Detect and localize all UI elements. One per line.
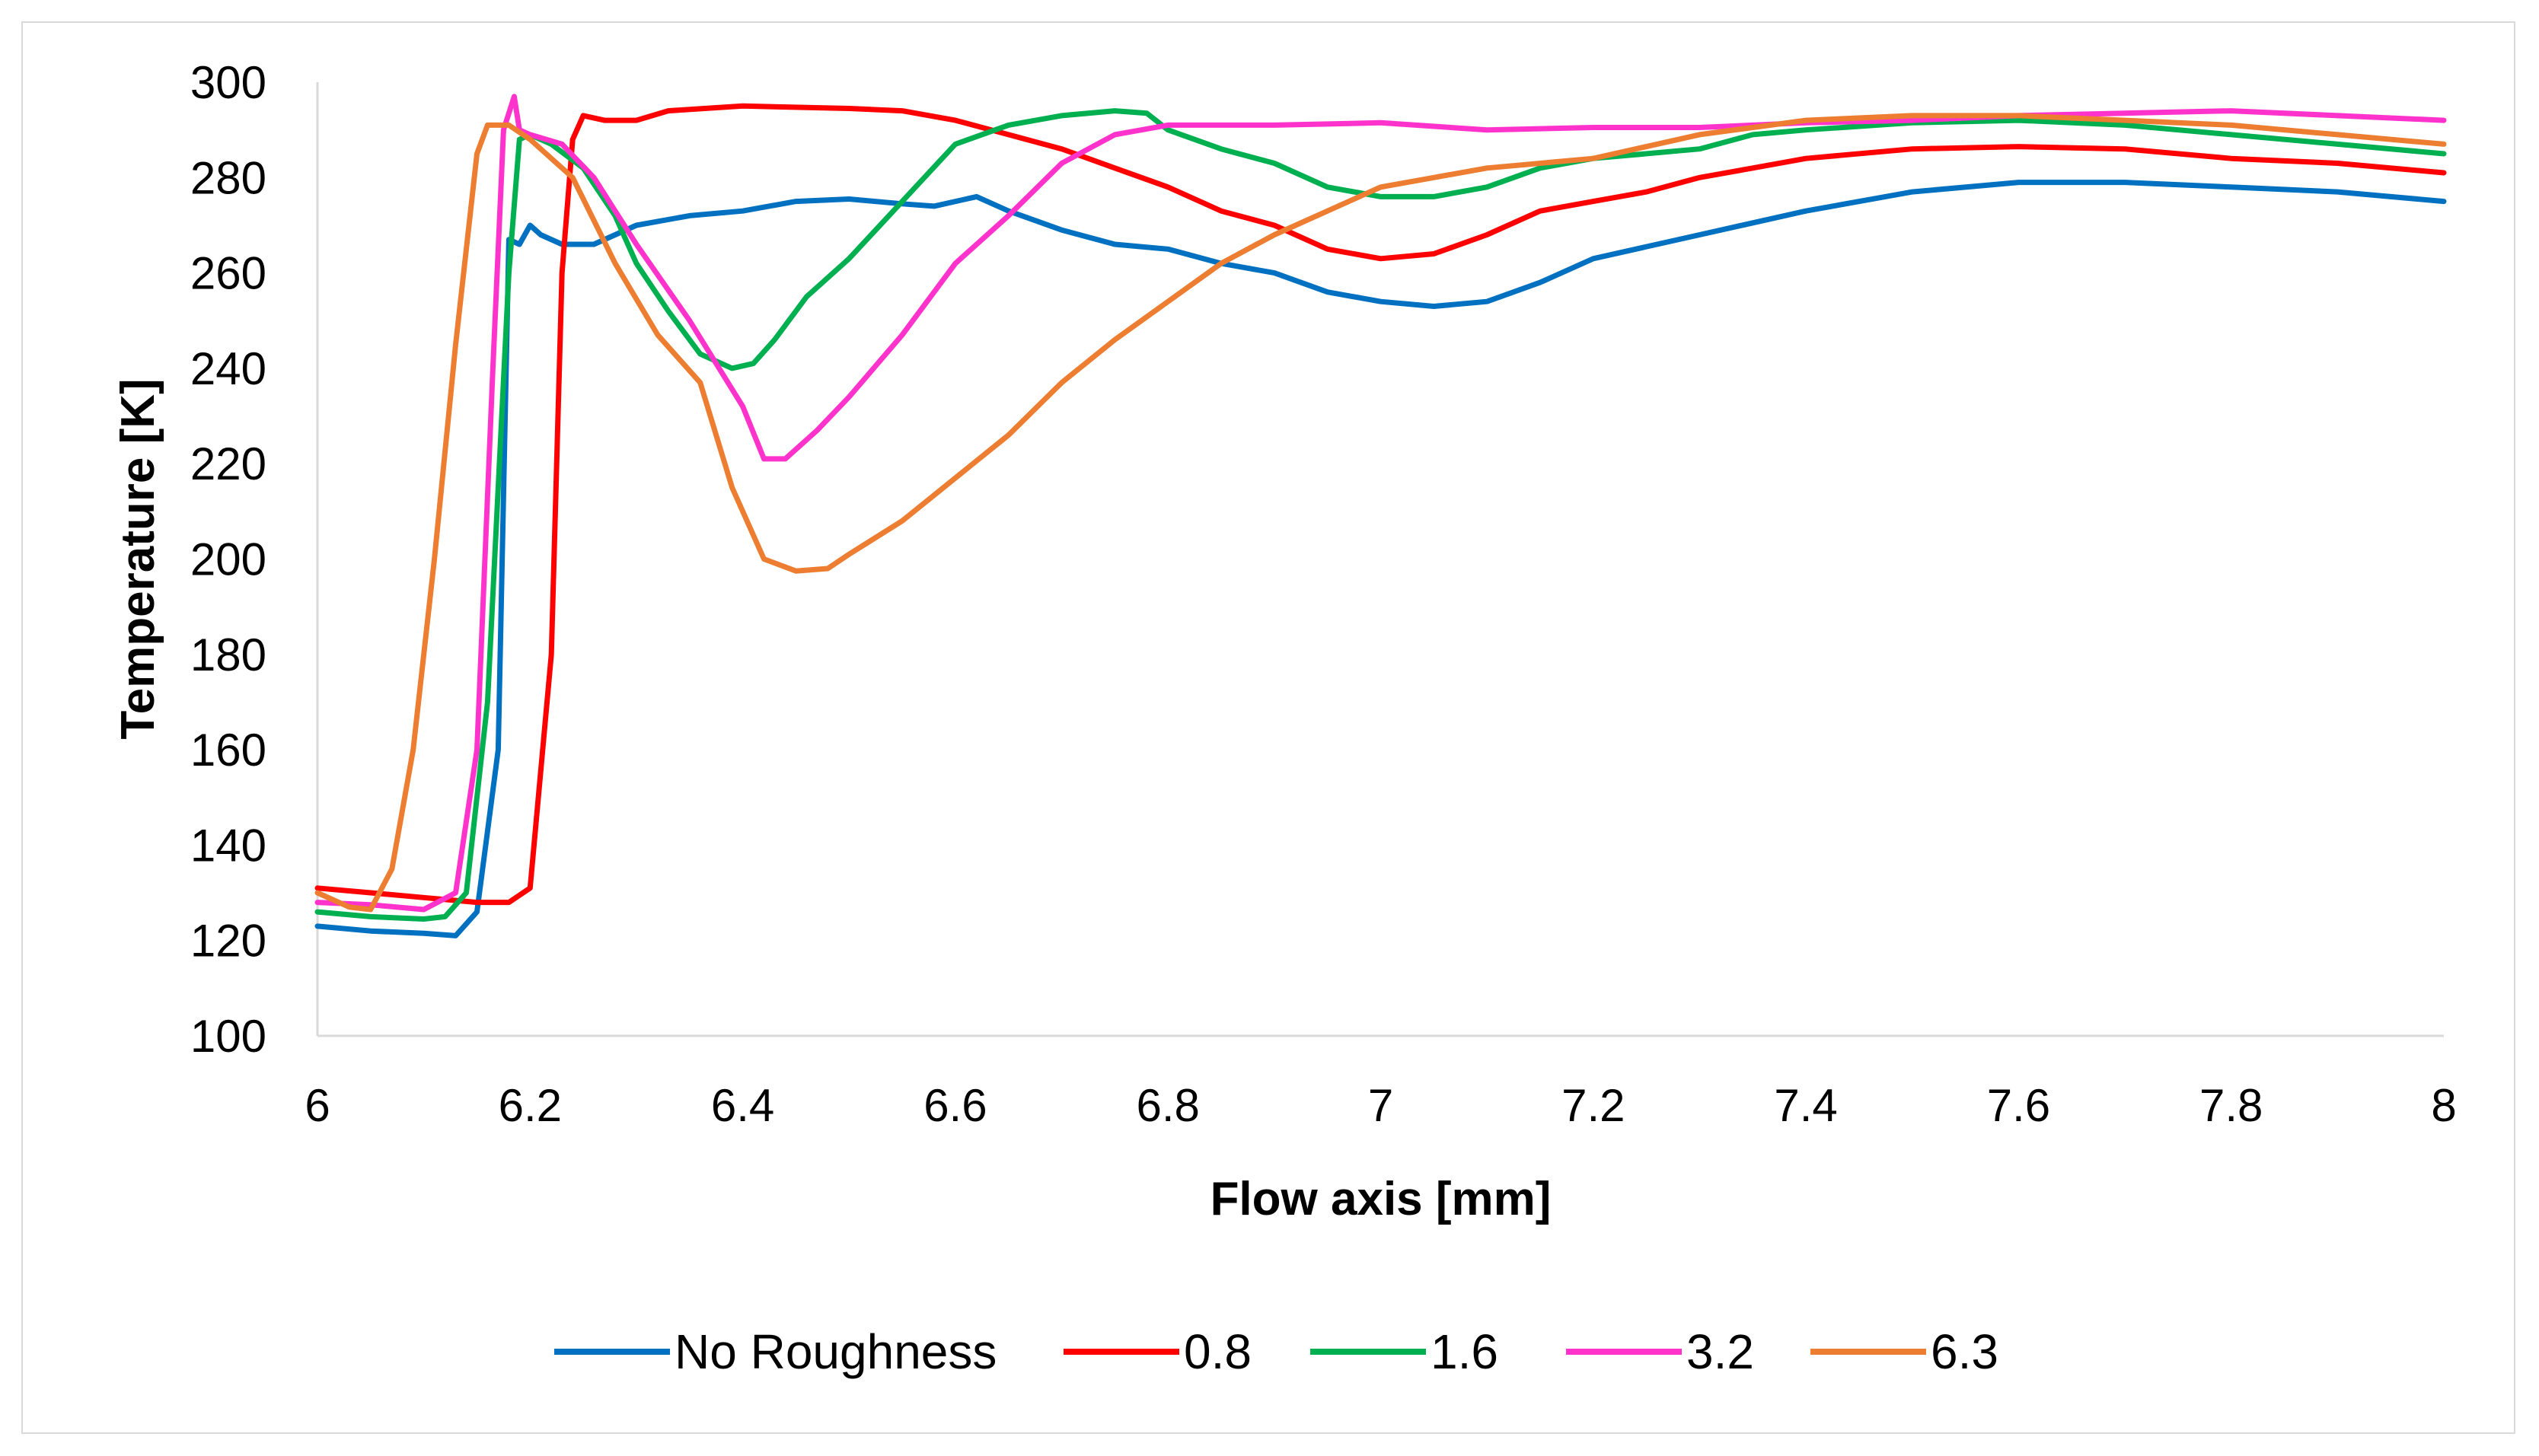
y-tick-label: 200 <box>190 534 266 585</box>
x-tick-label: 7.6 <box>1987 1080 2050 1131</box>
y-tick-label: 300 <box>190 57 266 108</box>
x-tick-label: 6.8 <box>1136 1080 1199 1131</box>
y-tick-label: 180 <box>190 629 266 680</box>
axes <box>316 82 2444 1037</box>
x-tick-label: 7.2 <box>1561 1080 1625 1131</box>
chart-frame <box>21 21 2515 1434</box>
x-tick-labels: 6 6.2 6.4 6.6 6.8 7 7.2 7.4 7.6 7.8 8 <box>305 1080 2456 1131</box>
legend: No Roughness 0.8 1.6 3.2 6.3 <box>554 1324 1998 1379</box>
series-layer <box>314 94 2447 938</box>
series-line-3 <box>314 108 2447 922</box>
legend-label-1: No Roughness <box>675 1324 997 1379</box>
series-line-2 <box>314 103 2447 906</box>
x-tick-label: 7 <box>1368 1080 1393 1131</box>
y-tick-label: 140 <box>190 820 266 871</box>
legend-label-4: 3.2 <box>1686 1324 1754 1379</box>
y-tick-label: 100 <box>190 1011 266 1062</box>
y-tick-label: 240 <box>190 343 266 394</box>
y-tick-labels: 100 120 140 160 180 200 220 240 260 280 300 <box>190 57 266 1062</box>
x-tick-label: 7.4 <box>1774 1080 1837 1131</box>
x-tick-label: 8 <box>2431 1080 2456 1131</box>
series-line-5 <box>314 113 2447 913</box>
series-line-1 <box>314 180 2447 938</box>
legend-label-3: 1.6 <box>1431 1324 1498 1379</box>
series-line-4 <box>314 94 2447 913</box>
y-axis-title: Temperature [K] <box>112 378 164 739</box>
y-tick-label: 260 <box>190 248 266 299</box>
legend-label-5: 6.3 <box>1931 1324 1998 1379</box>
x-tick-label: 7.8 <box>2199 1080 2263 1131</box>
y-tick-label: 160 <box>190 725 266 776</box>
legend-label-2: 0.8 <box>1184 1324 1252 1379</box>
x-tick-label: 6.4 <box>711 1080 774 1131</box>
y-tick-label: 120 <box>190 916 266 967</box>
x-tick-label: 6.6 <box>923 1080 987 1131</box>
x-tick-label: 6 <box>305 1080 330 1131</box>
x-tick-label: 6.2 <box>499 1080 562 1131</box>
y-tick-label: 280 <box>190 152 266 203</box>
x-axis-title: Flow axis [mm] <box>1210 1173 1552 1225</box>
y-tick-label: 220 <box>190 438 266 489</box>
